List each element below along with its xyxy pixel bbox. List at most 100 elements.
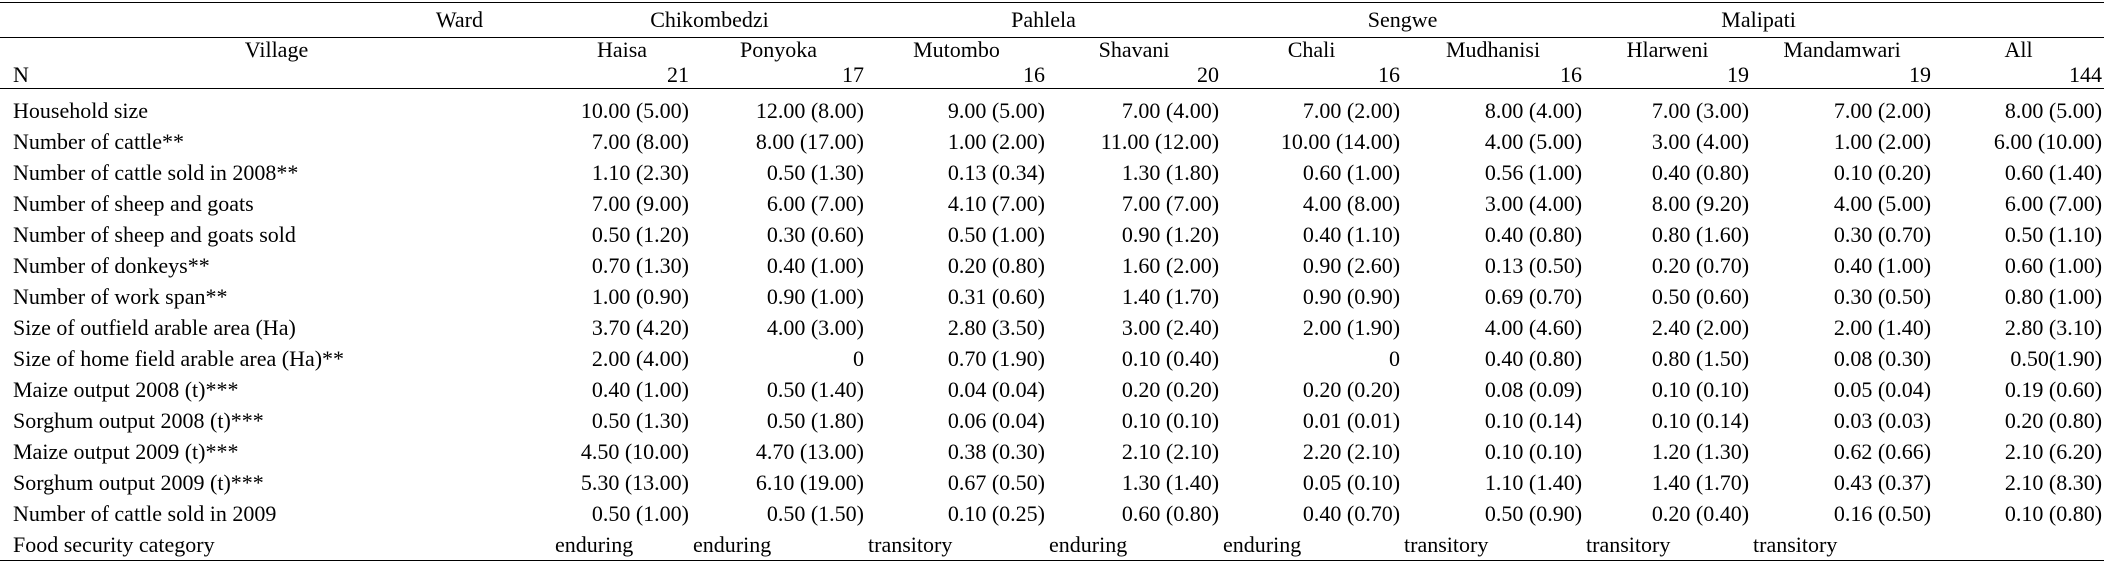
cell-value: 0.50 (1.30) <box>766 159 865 185</box>
cell-value: 6.00 (7.00) <box>2004 190 2103 216</box>
cell-value: 0.10 (0.14) <box>1484 407 1583 433</box>
cell-value: 2.00 (4.00) <box>591 345 689 371</box>
n-value: 19 <box>1584 62 1752 89</box>
n-value: 16 <box>1221 62 1403 89</box>
cell-value: 0.38 (0.30) <box>947 438 1046 464</box>
cell-value: 8.00 (9.20) <box>1651 190 1750 216</box>
cell-value: 0.10 (0.14) <box>1651 407 1750 433</box>
cell-value: enduring <box>553 529 691 561</box>
cell-value: 0.50 (0.90) <box>1484 500 1583 526</box>
cell-value: 0.40 (1.00) <box>1833 252 1932 278</box>
cell-value: 0.20 (0.80) <box>2004 407 2103 433</box>
table-row: Maize output 2008 (t)*** 0.40 (1.00) 0.50 … <box>0 374 2104 405</box>
table-row: Number of cattle** 7.00 (8.00) 8.00 (17.00… <box>0 126 2104 157</box>
cell-value: 12.00 (8.00) <box>755 97 865 123</box>
village-name: Mandamwari <box>1783 37 1901 62</box>
row-label: Number of cattle** <box>13 128 185 154</box>
cell-value: 0.60 (1.00) <box>1302 159 1401 185</box>
cell-value: 0.01 (0.01) <box>1302 407 1401 433</box>
cell-value: 0.20 (0.20) <box>1302 376 1401 402</box>
cell-value: 1.20 (1.30) <box>1651 438 1750 464</box>
cell-value: 0.40 (1.00) <box>766 252 865 278</box>
cell-value: 0.80 (1.50) <box>1651 345 1750 371</box>
village-label: Village <box>244 37 309 62</box>
cell-value: 5.30 (13.00) <box>580 469 689 495</box>
cell-value: 7.00 (7.00) <box>1121 190 1220 216</box>
row-label: Household size <box>13 97 149 123</box>
cell-value: 1.40 (1.70) <box>1121 283 1220 309</box>
table-row: Number of sheep and goats sold 0.50 (1.20… <box>0 219 2104 250</box>
cell-value: 8.00 (5.00) <box>2004 97 2103 123</box>
cell-value: 1.00 (0.90) <box>591 283 689 309</box>
cell-value: 0.16 (0.50) <box>1833 500 1932 526</box>
cell-value: 0.50 (1.10) <box>2004 221 2103 247</box>
cell-value: 6.00 (7.00) <box>766 190 865 216</box>
cell-value: 0.90 (2.60) <box>1302 252 1401 278</box>
cell-value: 0.06 (0.04) <box>947 407 1046 433</box>
row-label: Size of outfield arable area (Ha) <box>13 314 296 340</box>
cell-value: 2.80 (3.50) <box>947 314 1046 340</box>
row-label: Maize output 2009 (t)*** <box>13 438 239 464</box>
cell-value: 0.19 (0.60) <box>2004 376 2103 402</box>
cell-value: 0.90 (1.00) <box>766 283 865 309</box>
cell-value: 0.90 (1.20) <box>1121 221 1220 247</box>
cell-value: 0.30 (0.50) <box>1833 283 1932 309</box>
ward-name: Sengwe <box>1221 2 1585 38</box>
cell-value: 0.56 (1.00) <box>1484 159 1583 185</box>
row-label: Number of work span** <box>13 283 228 309</box>
cell-value: 4.00 (4.60) <box>1484 314 1583 340</box>
cell-value: 0.08 (0.30) <box>1833 345 1932 371</box>
cell-value: transitory <box>1402 529 1585 561</box>
village-name: Mudhanisi <box>1445 37 1541 62</box>
cell-value: 0.60 (1.40) <box>2004 159 2103 185</box>
table-row: Sorghum output 2008 (t)*** 0.50 (1.30) 0.5… <box>0 405 2104 436</box>
row-label: Maize output 2008 (t)*** <box>13 376 239 402</box>
ward-row: Ward Chikombedzi Pahlela Sengwe Malipati <box>0 2 2104 38</box>
cell-value: 8.00 (4.00) <box>1484 97 1583 123</box>
cell-value: 7.00 (9.00) <box>591 190 689 216</box>
table-row: Maize output 2009 (t)*** 4.50 (10.00) 4.70… <box>0 436 2104 467</box>
cell-value: 0.05 (0.04) <box>1833 376 1932 402</box>
table-body: Ward Chikombedzi Pahlela Sengwe Malipati Vill… <box>0 2 2104 561</box>
cell-value: 0.40 (1.00) <box>591 376 689 402</box>
cell-value: 0.90 (0.90) <box>1302 283 1401 309</box>
cell-value: 0.60 (0.80) <box>1121 500 1220 526</box>
cell-value: 1.10 (2.30) <box>591 159 689 185</box>
row-label: Number of cattle sold in 2008** <box>13 159 299 185</box>
cell-value: enduring <box>1047 529 1222 561</box>
n-value: 21 <box>553 62 691 89</box>
cell-value: 0.30 (0.70) <box>1833 221 1932 247</box>
cell-value: 0.50 (1.40) <box>766 376 865 402</box>
cell-value: 2.10 (8.30) <box>2004 469 2103 495</box>
cell-value: 0.20 (0.70) <box>1651 252 1750 278</box>
cell-value: 3.70 (4.20) <box>591 314 689 340</box>
cell-value: 4.00 (5.00) <box>1484 128 1583 154</box>
table-row: Number of cattle sold in 2009 0.50 (1.00)… <box>0 498 2104 529</box>
cell-value: 0.13 (0.34) <box>947 159 1046 185</box>
cell-value: 0.10 (0.10) <box>1121 407 1220 433</box>
cell-value: 8.00 (17.00) <box>755 128 865 154</box>
ward-name: Chikombedzi <box>553 2 867 38</box>
cell-value: 0.62 (0.66) <box>1833 438 1932 464</box>
row-label: Number of sheep and goats sold <box>13 221 296 247</box>
n-label: N <box>0 62 553 89</box>
cell-value: 0.40 (0.70) <box>1302 500 1401 526</box>
cell-value: 0.50 (1.00) <box>947 221 1046 247</box>
n-value: 17 <box>691 62 867 89</box>
village-name: Hlarweni <box>1626 37 1709 62</box>
cell-value: transitory <box>866 529 1048 561</box>
cell-value: 0.10 (0.80) <box>2004 500 2103 526</box>
cell-value: 7.00 (3.00) <box>1651 97 1750 123</box>
cell-value: 1.30 (1.40) <box>1121 469 1220 495</box>
cell-value: 6.00 (10.00) <box>1993 128 2103 154</box>
village-row: Village Haisa Ponyoka Mutombo Shavani Chali Mu… <box>0 38 2104 63</box>
village-name: Haisa <box>596 37 648 62</box>
cell-value: 0.13 (0.50) <box>1484 252 1583 278</box>
cell-value: 0 <box>853 345 865 371</box>
cell-value: 2.10 (2.10) <box>1121 438 1220 464</box>
n-value: 144 <box>1933 62 2104 89</box>
cell-value: 0.50(1.90) <box>2010 345 2103 371</box>
cell-value: 0.40 (1.10) <box>1302 221 1401 247</box>
cell-value: 0.70 (1.90) <box>947 345 1046 371</box>
